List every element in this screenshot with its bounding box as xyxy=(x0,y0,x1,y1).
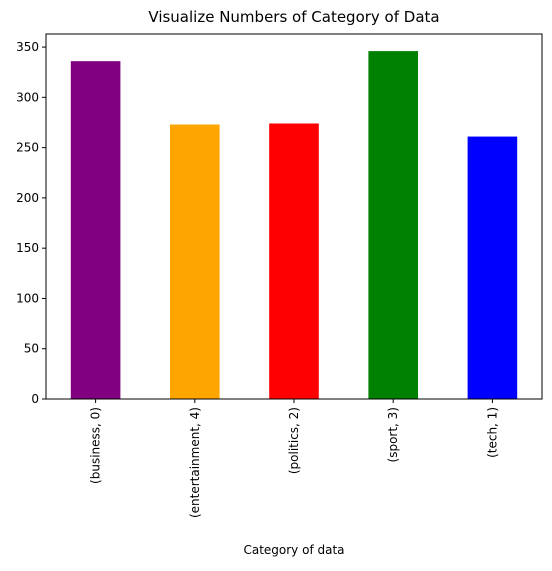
x-axis: (business, 0) (entertainment, 4) (politics… xyxy=(89,399,499,518)
x-tick-label: (sport, 3) xyxy=(386,407,400,462)
x-tick-label: (business, 0) xyxy=(89,407,103,484)
x-tick-label: (tech, 1) xyxy=(485,407,499,458)
y-tick-label: 50 xyxy=(24,342,39,356)
x-axis-label: Category of data xyxy=(243,543,344,557)
x-tick-label: (entertainment, 4) xyxy=(188,407,202,518)
y-tick-label: 350 xyxy=(16,40,39,54)
y-tick-label: 100 xyxy=(16,291,39,305)
bar-3 xyxy=(368,51,418,400)
y-tick-label: 250 xyxy=(16,141,39,155)
y-axis: 0 50 100 150 200 250 300 350 xyxy=(16,40,46,406)
bar-0 xyxy=(70,61,121,399)
y-tick-label: 300 xyxy=(16,90,39,104)
bars-group xyxy=(70,51,518,400)
y-tick-label: 0 xyxy=(31,392,39,406)
x-tick-label: (politics, 2) xyxy=(287,407,301,474)
bar-1 xyxy=(170,124,220,400)
bar-2 xyxy=(269,123,319,399)
y-tick-label: 150 xyxy=(16,241,39,255)
chart-title: Visualize Numbers of Category of Data xyxy=(148,8,439,26)
y-tick-label: 200 xyxy=(16,191,39,205)
plot-frame xyxy=(45,33,543,400)
bar-4 xyxy=(467,136,518,399)
